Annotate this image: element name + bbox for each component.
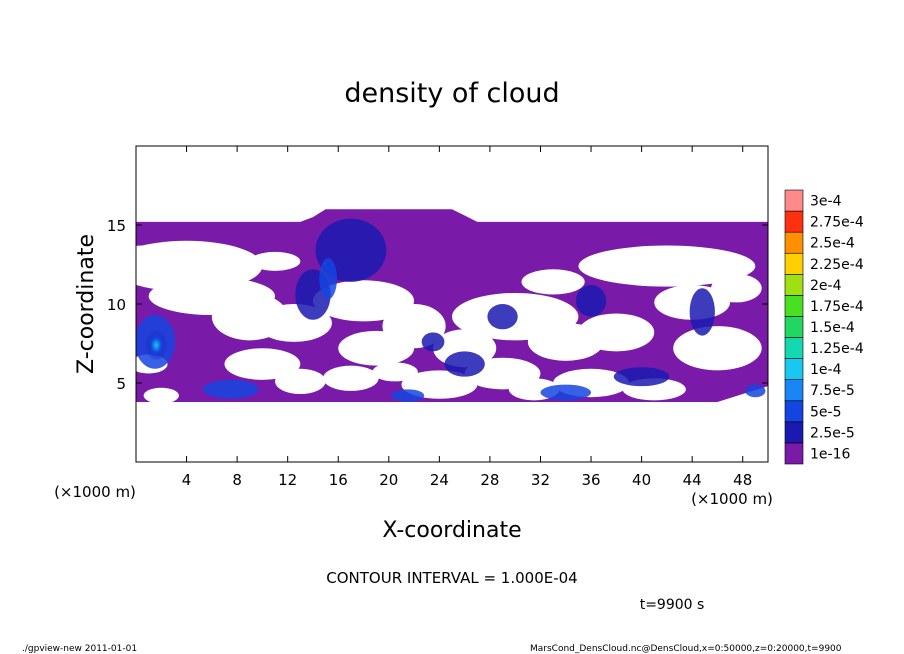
gap-patch [143, 387, 179, 404]
cloud-cell [444, 351, 485, 377]
gap-patch [275, 368, 326, 395]
cloud-cell [421, 332, 445, 352]
gap-patch [578, 313, 655, 352]
cloud-cell [391, 389, 425, 402]
colorbar-swatch [784, 210, 804, 233]
x-tick-label: 32 [531, 471, 550, 489]
colorbar-swatch [784, 358, 804, 380]
gap-patch [578, 245, 756, 287]
colorbar-swatch [784, 231, 804, 254]
gap-patch [673, 326, 762, 371]
cloud-cell-core [144, 329, 168, 361]
gap-patch [338, 330, 415, 366]
cloud-cell [540, 384, 592, 401]
colorbar-swatch [784, 400, 804, 423]
x-tick-label: 12 [278, 471, 297, 489]
y-axis-ticks: 5 10 15 [107, 217, 768, 393]
colorbar-label: 2e-4 [810, 278, 842, 294]
x-axis-label: X-coordinate [382, 518, 521, 543]
colorbar-label: 2.5e-5 [810, 425, 855, 441]
x-axis-ticks: 4 8 12 16 20 24 28 32 36 40 44 48 [182, 146, 752, 489]
colorbar-swatch [784, 421, 804, 444]
colorbar: 1e-16 2.5e-5 5e-5 7.5e-5 1e-4 1.25e-4 1.5e-4 1.… [784, 189, 864, 465]
colorbar-swatch [784, 379, 804, 402]
colorbar-swatch [784, 274, 804, 296]
footer-right-text: MarsCond_DensCloud.nc@DensCloud,x=0:5000… [530, 644, 842, 654]
x-tick-label: 36 [581, 471, 600, 489]
chart-title: density of cloud [344, 78, 559, 109]
colorbar-swatch [784, 295, 804, 317]
colorbar-swatch [784, 252, 804, 275]
colorbar-swatch [784, 337, 804, 359]
contour-interval-text: CONTOUR INTERVAL = 1.000E-04 [326, 569, 577, 587]
cloud-cell [575, 285, 607, 317]
cloud-cell [202, 379, 259, 399]
colorbar-label: 1.5e-4 [810, 320, 855, 336]
x-tick-label: 8 [232, 471, 242, 489]
cloud-cell [319, 258, 337, 300]
colorbar-swatch [784, 442, 804, 465]
gap-patch [323, 365, 379, 391]
x-unit-label-left: (×1000 m) [54, 483, 136, 501]
x-tick-label: 20 [379, 471, 398, 489]
colorbar-label: 1e-4 [810, 362, 842, 378]
cloud-cell [613, 367, 670, 387]
footer-left-text: ./gpview-new 2011-01-01 [22, 644, 137, 654]
y-tick-label: 10 [107, 296, 126, 314]
colorbar-label: 3e-4 [810, 194, 842, 210]
x-tick-label: 44 [683, 471, 702, 489]
gap-patch [521, 269, 585, 295]
colorbar-label: 2.25e-4 [810, 257, 864, 273]
x-tick-label: 28 [480, 471, 499, 489]
colorbar-label: 1.25e-4 [810, 341, 864, 357]
y-axis-label: Z-coordinate [74, 234, 99, 374]
x-tick-label: 4 [182, 471, 192, 489]
colorbar-swatch [784, 189, 804, 212]
colorbar-label: 7.5e-5 [810, 383, 855, 399]
x-tick-label: 16 [329, 471, 348, 489]
dense-cloud-cells [136, 218, 766, 402]
plot-area [136, 146, 768, 462]
colorbar-swatch [784, 316, 804, 338]
y-tick-label: 15 [107, 217, 126, 235]
x-tick-label: 24 [430, 471, 449, 489]
gap-patch [249, 251, 301, 271]
gap-patch [224, 348, 301, 380]
x-tick-label: 40 [632, 471, 651, 489]
gap-patch [372, 362, 418, 382]
colorbar-label: 2.5e-4 [810, 236, 855, 252]
cloud-cell [487, 304, 518, 330]
gap-patch [312, 280, 415, 322]
cloud-cell [689, 288, 715, 336]
y-tick-label: 5 [116, 375, 126, 393]
x-tick-label: 48 [733, 471, 752, 489]
cloud-cell [745, 384, 766, 398]
colorbar-label: 5e-5 [810, 404, 841, 420]
colorbar-label: 1.75e-4 [810, 299, 864, 315]
gap-patch [711, 273, 762, 303]
colorbar-label: 1e-16 [810, 446, 850, 462]
x-unit-label-right: (×1000 m) [691, 490, 773, 508]
colorbar-label: 2.75e-4 [810, 215, 864, 231]
time-label: t=9900 s [640, 597, 705, 613]
